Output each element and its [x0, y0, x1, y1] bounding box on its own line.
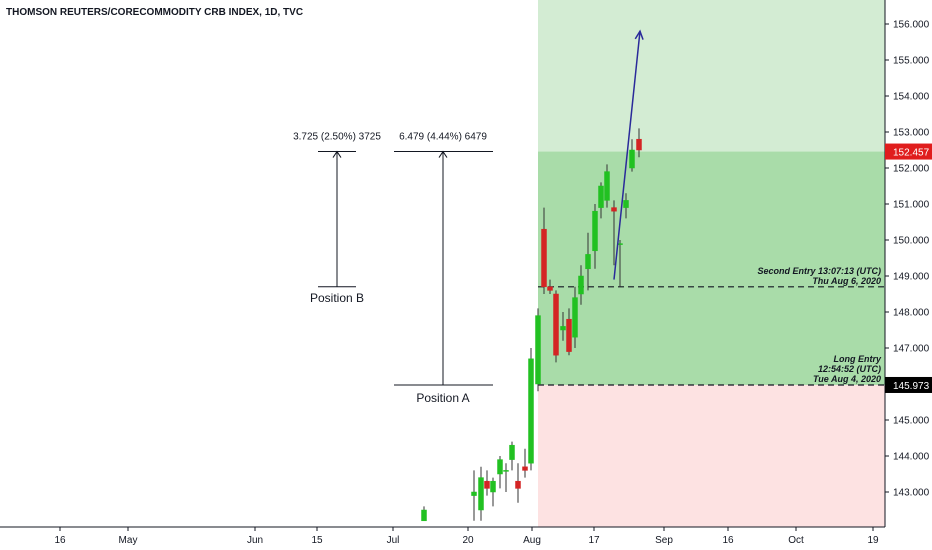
candle-body	[535, 315, 541, 385]
time-axis[interactable]: 16 May Jun 15 Jul 20 Aug 17 Sep 16 Oct 19	[0, 526, 885, 546]
entry-lines: Second Entry 13:07:13 (UTC)Thu Aug 6, 20…	[538, 266, 885, 386]
measure-arrowhead	[332, 150, 342, 158]
entry-label: 12:54:52 (UTC)	[818, 364, 881, 374]
candle-body	[623, 200, 629, 208]
candles	[421, 128, 642, 522]
candle-body	[484, 480, 490, 489]
price-tick-label: 144.000	[893, 452, 930, 463]
zones	[538, 0, 885, 527]
price-tick-label: 154.000	[893, 92, 930, 103]
candle-body	[566, 318, 572, 352]
measure-tools: 3.725 (2.50%) 3725 Position B 6.479 (4.44%…	[293, 132, 493, 405]
candle-body	[560, 326, 566, 331]
candle-body	[497, 459, 503, 475]
candle-body	[509, 444, 515, 460]
candle-body	[471, 491, 477, 496]
candle-body	[636, 138, 642, 151]
current-price-tag: 152.457	[893, 148, 930, 159]
time-tick-label: 16	[722, 535, 734, 546]
price-tick-label: 155.000	[893, 56, 930, 67]
candle-body	[553, 293, 559, 356]
trend-arrow-head	[634, 29, 644, 40]
measure-label: 6.479 (4.44%) 6479	[399, 132, 487, 143]
trend-arrow-line	[613, 31, 641, 280]
time-tick-label: 20	[462, 535, 474, 546]
candle-body	[585, 254, 591, 270]
time-tick-label: May	[119, 535, 138, 546]
candle-body	[541, 228, 547, 288]
candle-body	[629, 149, 635, 169]
entry-price-tag-bg	[885, 376, 932, 393]
time-tick-label: Sep	[655, 535, 673, 546]
candle-body	[547, 286, 553, 291]
candle-body	[515, 480, 521, 489]
loss-zone	[538, 384, 885, 527]
price-tick-label: 149.000	[893, 272, 930, 283]
candle-body	[572, 297, 578, 338]
price-tick-label: 143.000	[893, 488, 930, 499]
time-tick-label: 15	[311, 535, 323, 546]
profit-zone	[538, 151, 885, 385]
price-tick-label: 147.000	[893, 344, 930, 355]
price-tick-label: 148.000	[893, 308, 930, 319]
entry-label: Second Entry 13:07:13 (UTC)	[757, 266, 881, 276]
price-tick-label: 151.000	[893, 200, 930, 211]
current-price-tag-bg	[885, 143, 932, 160]
price-tick-label: 145.000	[893, 416, 930, 427]
time-tick-label: 16	[54, 535, 66, 546]
price-tick-label: 156.000	[893, 20, 930, 31]
time-tick-label: 17	[588, 535, 600, 546]
measure-arrowhead	[438, 150, 448, 158]
position-name: Position B	[310, 291, 364, 305]
time-tick-label: Jun	[247, 535, 263, 546]
chart-title: THOMSON REUTERS/CORECOMMODITY CRB INDEX,…	[6, 7, 303, 18]
candle-body	[490, 480, 496, 493]
time-tick-label: 19	[867, 535, 879, 546]
entry-label: Thu Aug 6, 2020	[812, 276, 881, 286]
entry-price-tag: 145.973	[893, 381, 930, 392]
candle-body	[578, 275, 584, 295]
entry-label: Tue Aug 4, 2020	[813, 374, 881, 384]
candle-body	[478, 477, 484, 511]
candle-body	[611, 207, 617, 212]
price-tick-label: 152.000	[893, 164, 930, 175]
price-tick-label: 153.000	[893, 128, 930, 139]
target-zone-upper	[538, 0, 885, 152]
price-tick-label: 150.000	[893, 236, 930, 247]
candle-body	[522, 466, 528, 471]
candle-body	[421, 509, 427, 522]
candle-body	[598, 185, 604, 208]
time-tick-label: Oct	[788, 535, 804, 546]
candle-body	[528, 358, 534, 464]
position-name: Position A	[416, 391, 469, 405]
price-axis[interactable]: 143.000144.000145.000146.000147.000148.0…	[884, 0, 932, 527]
candle-body	[503, 470, 509, 472]
candle-body	[592, 210, 598, 252]
time-tick-label: Jul	[387, 535, 400, 546]
measure-label: 3.725 (2.50%) 3725	[293, 132, 381, 143]
candle-body	[604, 171, 610, 201]
trend-arrow	[613, 29, 644, 280]
entry-label: Long Entry	[834, 354, 882, 364]
time-tick-label: Aug	[523, 535, 541, 546]
